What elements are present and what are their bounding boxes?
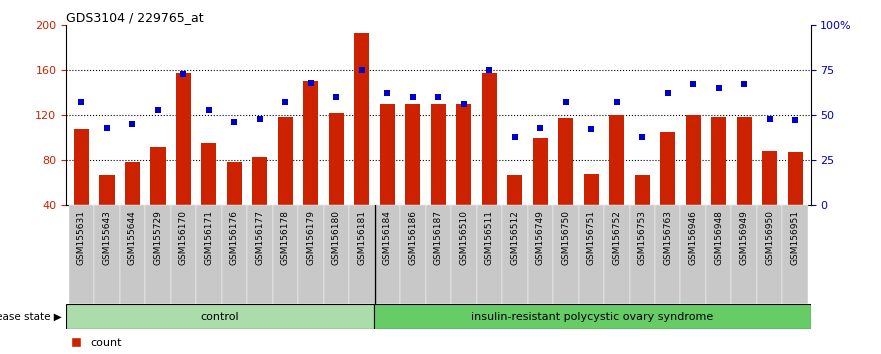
FancyBboxPatch shape — [553, 205, 579, 304]
Bar — [380, 104, 395, 205]
FancyBboxPatch shape — [757, 205, 782, 304]
Text: GSM156946: GSM156946 — [689, 210, 698, 265]
Text: GSM156176: GSM156176 — [230, 210, 239, 265]
FancyBboxPatch shape — [630, 205, 655, 304]
Text: GSM156511: GSM156511 — [485, 210, 493, 265]
Text: GSM155631: GSM155631 — [77, 210, 85, 265]
Bar — [175, 73, 191, 205]
Text: GSM156180: GSM156180 — [332, 210, 341, 265]
Bar — [634, 175, 650, 205]
Text: GSM156951: GSM156951 — [791, 210, 800, 265]
FancyBboxPatch shape — [349, 205, 374, 304]
FancyBboxPatch shape — [680, 205, 706, 304]
FancyBboxPatch shape — [222, 205, 247, 304]
FancyBboxPatch shape — [247, 205, 272, 304]
FancyBboxPatch shape — [502, 205, 528, 304]
Text: GSM155644: GSM155644 — [128, 210, 137, 265]
FancyBboxPatch shape — [298, 205, 323, 304]
FancyBboxPatch shape — [782, 205, 808, 304]
Bar — [456, 104, 471, 205]
Text: GSM156763: GSM156763 — [663, 210, 672, 265]
Text: GSM156750: GSM156750 — [561, 210, 570, 265]
Text: GSM156751: GSM156751 — [587, 210, 596, 265]
FancyBboxPatch shape — [731, 205, 757, 304]
FancyBboxPatch shape — [604, 205, 630, 304]
Text: GSM156948: GSM156948 — [714, 210, 723, 265]
FancyBboxPatch shape — [451, 205, 477, 304]
Bar — [303, 81, 318, 205]
Text: insulin-resistant polycystic ovary syndrome: insulin-resistant polycystic ovary syndr… — [471, 312, 714, 322]
Bar — [711, 117, 727, 205]
Text: GSM156187: GSM156187 — [433, 210, 443, 265]
FancyBboxPatch shape — [528, 205, 553, 304]
Bar — [226, 162, 242, 205]
FancyBboxPatch shape — [374, 304, 811, 329]
Bar — [125, 162, 140, 205]
Text: GSM156512: GSM156512 — [510, 210, 519, 265]
Text: GSM156950: GSM156950 — [766, 210, 774, 265]
Bar — [559, 119, 574, 205]
FancyBboxPatch shape — [323, 205, 349, 304]
Bar — [278, 117, 293, 205]
Text: GSM155729: GSM155729 — [153, 210, 162, 265]
Bar — [685, 115, 701, 205]
Bar — [762, 151, 777, 205]
Bar — [431, 104, 446, 205]
Bar — [354, 33, 369, 205]
FancyBboxPatch shape — [477, 205, 502, 304]
Text: GSM156753: GSM156753 — [638, 210, 647, 265]
Bar — [533, 138, 548, 205]
Legend: count, percentile rank within the sample: count, percentile rank within the sample — [66, 333, 283, 354]
Bar — [737, 117, 751, 205]
FancyBboxPatch shape — [655, 205, 680, 304]
FancyBboxPatch shape — [69, 205, 94, 304]
Text: control: control — [201, 312, 240, 322]
FancyBboxPatch shape — [171, 205, 196, 304]
Text: GSM156749: GSM156749 — [536, 210, 544, 265]
Text: GSM156171: GSM156171 — [204, 210, 213, 265]
Text: GSM156179: GSM156179 — [307, 210, 315, 265]
Bar — [150, 147, 166, 205]
Text: GSM156170: GSM156170 — [179, 210, 188, 265]
Text: GSM156510: GSM156510 — [459, 210, 469, 265]
FancyBboxPatch shape — [66, 304, 374, 329]
Bar — [201, 143, 217, 205]
FancyBboxPatch shape — [196, 205, 222, 304]
FancyBboxPatch shape — [272, 205, 298, 304]
Bar — [405, 104, 420, 205]
Bar — [609, 115, 625, 205]
Text: GDS3104 / 229765_at: GDS3104 / 229765_at — [66, 11, 204, 24]
Bar — [482, 73, 497, 205]
FancyBboxPatch shape — [145, 205, 171, 304]
Bar — [74, 129, 89, 205]
Bar — [583, 174, 599, 205]
Text: disease state ▶: disease state ▶ — [0, 312, 62, 322]
FancyBboxPatch shape — [426, 205, 451, 304]
FancyBboxPatch shape — [94, 205, 120, 304]
FancyBboxPatch shape — [579, 205, 604, 304]
Text: GSM155643: GSM155643 — [102, 210, 111, 265]
FancyBboxPatch shape — [120, 205, 145, 304]
Bar — [100, 175, 115, 205]
Bar — [329, 113, 344, 205]
Bar — [788, 152, 803, 205]
Text: GSM156949: GSM156949 — [740, 210, 749, 265]
FancyBboxPatch shape — [374, 205, 400, 304]
FancyBboxPatch shape — [400, 205, 426, 304]
Text: GSM156186: GSM156186 — [408, 210, 418, 265]
Text: GSM156178: GSM156178 — [281, 210, 290, 265]
Text: GSM156181: GSM156181 — [358, 210, 366, 265]
Text: GSM156177: GSM156177 — [255, 210, 264, 265]
FancyBboxPatch shape — [706, 205, 731, 304]
Bar — [660, 132, 676, 205]
Text: GSM156752: GSM156752 — [612, 210, 621, 265]
Bar — [507, 175, 522, 205]
Bar — [252, 157, 268, 205]
Text: GSM156184: GSM156184 — [383, 210, 392, 265]
